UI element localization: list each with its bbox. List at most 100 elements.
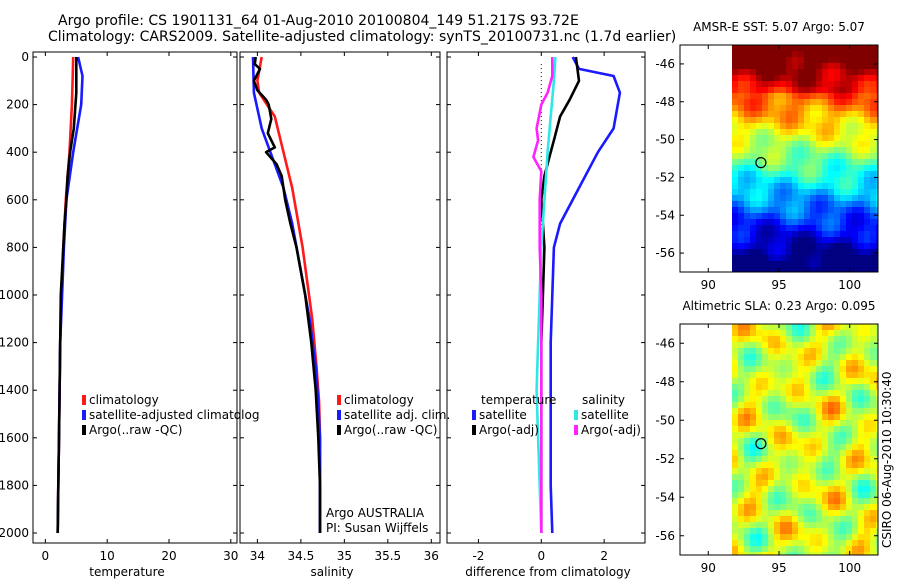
legend-temp-satellite-swatch	[472, 410, 476, 420]
heatmap-cell	[780, 378, 786, 384]
heatmap-cell	[852, 243, 858, 249]
heatmap-cell	[822, 462, 828, 468]
heatmap-cell	[870, 402, 876, 408]
heatmap-cell	[732, 267, 738, 272]
heatmap-cell	[876, 552, 878, 555]
heatmap-cell	[786, 165, 792, 171]
heatmap-cell	[732, 336, 738, 342]
heatmap-cell	[756, 57, 762, 63]
heatmap-cell	[732, 63, 738, 69]
heatmap-cell	[732, 360, 738, 366]
heatmap-cell	[876, 51, 878, 57]
heatmap-cell	[744, 462, 750, 468]
heatmap-cell	[768, 135, 774, 141]
series-line-salinity-argo-adj-	[532, 57, 554, 533]
heatmap-cell	[870, 81, 876, 87]
heatmap-cell	[828, 462, 834, 468]
heatmap-cell	[870, 426, 876, 432]
legend-temperature-title: temperature	[481, 393, 556, 407]
heatmap-cell	[870, 189, 876, 195]
heatmap-cell	[846, 189, 852, 195]
heatmap-cell	[846, 474, 852, 480]
heatmap-cell	[864, 195, 870, 201]
heatmap-cell	[840, 486, 846, 492]
heatmap-cell	[846, 462, 852, 468]
heatmap-cell	[744, 225, 750, 231]
heatmap-cell	[792, 57, 798, 63]
heatmap-cell	[822, 534, 828, 540]
heatmap-cell	[852, 141, 858, 147]
heatmap-cell	[858, 402, 864, 408]
heatmap-cell	[756, 486, 762, 492]
heatmap-cell	[876, 534, 878, 540]
heatmap-cell	[780, 342, 786, 348]
heatmap-cell	[840, 243, 846, 249]
heatmap-cell	[840, 366, 846, 372]
heatmap-cell	[750, 93, 756, 99]
heatmap-cell	[816, 516, 822, 522]
heatmap-cell	[864, 255, 870, 261]
heatmap-cell	[804, 99, 810, 105]
heatmap-cell	[870, 444, 876, 450]
heatmap-cell	[840, 324, 846, 330]
heatmap-cell	[840, 159, 846, 165]
heatmap-cell	[768, 384, 774, 390]
heatmap-cell	[756, 456, 762, 462]
heatmap-cell	[792, 342, 798, 348]
heatmap-cell	[828, 540, 834, 546]
heatmap-cell	[846, 528, 852, 534]
heatmap-cell	[834, 450, 840, 456]
heatmap-cell	[738, 87, 744, 93]
heatmap-cell	[738, 354, 744, 360]
heatmap-cell	[798, 231, 804, 237]
heatmap-cell	[822, 237, 828, 243]
heatmap-cell	[834, 372, 840, 378]
heatmap-cell	[786, 207, 792, 213]
heatmap-cell	[846, 402, 852, 408]
heatmap-cell	[876, 183, 878, 189]
heatmap-cell	[852, 366, 858, 372]
heatmap-cell	[786, 402, 792, 408]
heatmap-cell	[840, 87, 846, 93]
heatmap-cell	[810, 213, 816, 219]
heatmap-cell	[834, 468, 840, 474]
heatmap-cell	[828, 426, 834, 432]
heatmap-cell	[816, 201, 822, 207]
heatmap-cell	[846, 225, 852, 231]
heatmap-cell	[732, 81, 738, 87]
heatmap-cell	[852, 390, 858, 396]
heatmap-cell	[834, 396, 840, 402]
heatmap-cell	[762, 534, 768, 540]
heatmap-cell	[780, 219, 786, 225]
heatmap-cell	[858, 408, 864, 414]
heatmap-cell	[846, 177, 852, 183]
heatmap-cell	[852, 189, 858, 195]
heatmap-cell	[738, 189, 744, 195]
heatmap-cell	[768, 498, 774, 504]
heatmap-cell	[786, 342, 792, 348]
heatmap-cell	[762, 498, 768, 504]
heatmap-cell	[798, 123, 804, 129]
heatmap-cell	[732, 201, 738, 207]
heatmap-cell	[732, 153, 738, 159]
heatmap-cell	[876, 480, 878, 486]
heatmap-cell	[774, 225, 780, 231]
heatmap-cell	[858, 552, 864, 555]
heatmap-cell	[786, 426, 792, 432]
heatmap-cell	[804, 183, 810, 189]
heatmap-cell	[876, 330, 878, 336]
heatmap-cell	[846, 516, 852, 522]
heatmap-cell	[780, 249, 786, 255]
heatmap-cell	[834, 51, 840, 57]
heatmap-cell	[828, 402, 834, 408]
heatmap-cell	[738, 396, 744, 402]
heatmap-cell	[876, 231, 878, 237]
heatmap-cell	[852, 552, 858, 555]
heatmap-cell	[816, 528, 822, 534]
heatmap-cell	[798, 348, 804, 354]
heatmap-cell	[744, 93, 750, 99]
heatmap-cell	[756, 177, 762, 183]
heatmap-cell	[732, 366, 738, 372]
heatmap-cell	[870, 384, 876, 390]
heatmap-cell	[792, 426, 798, 432]
